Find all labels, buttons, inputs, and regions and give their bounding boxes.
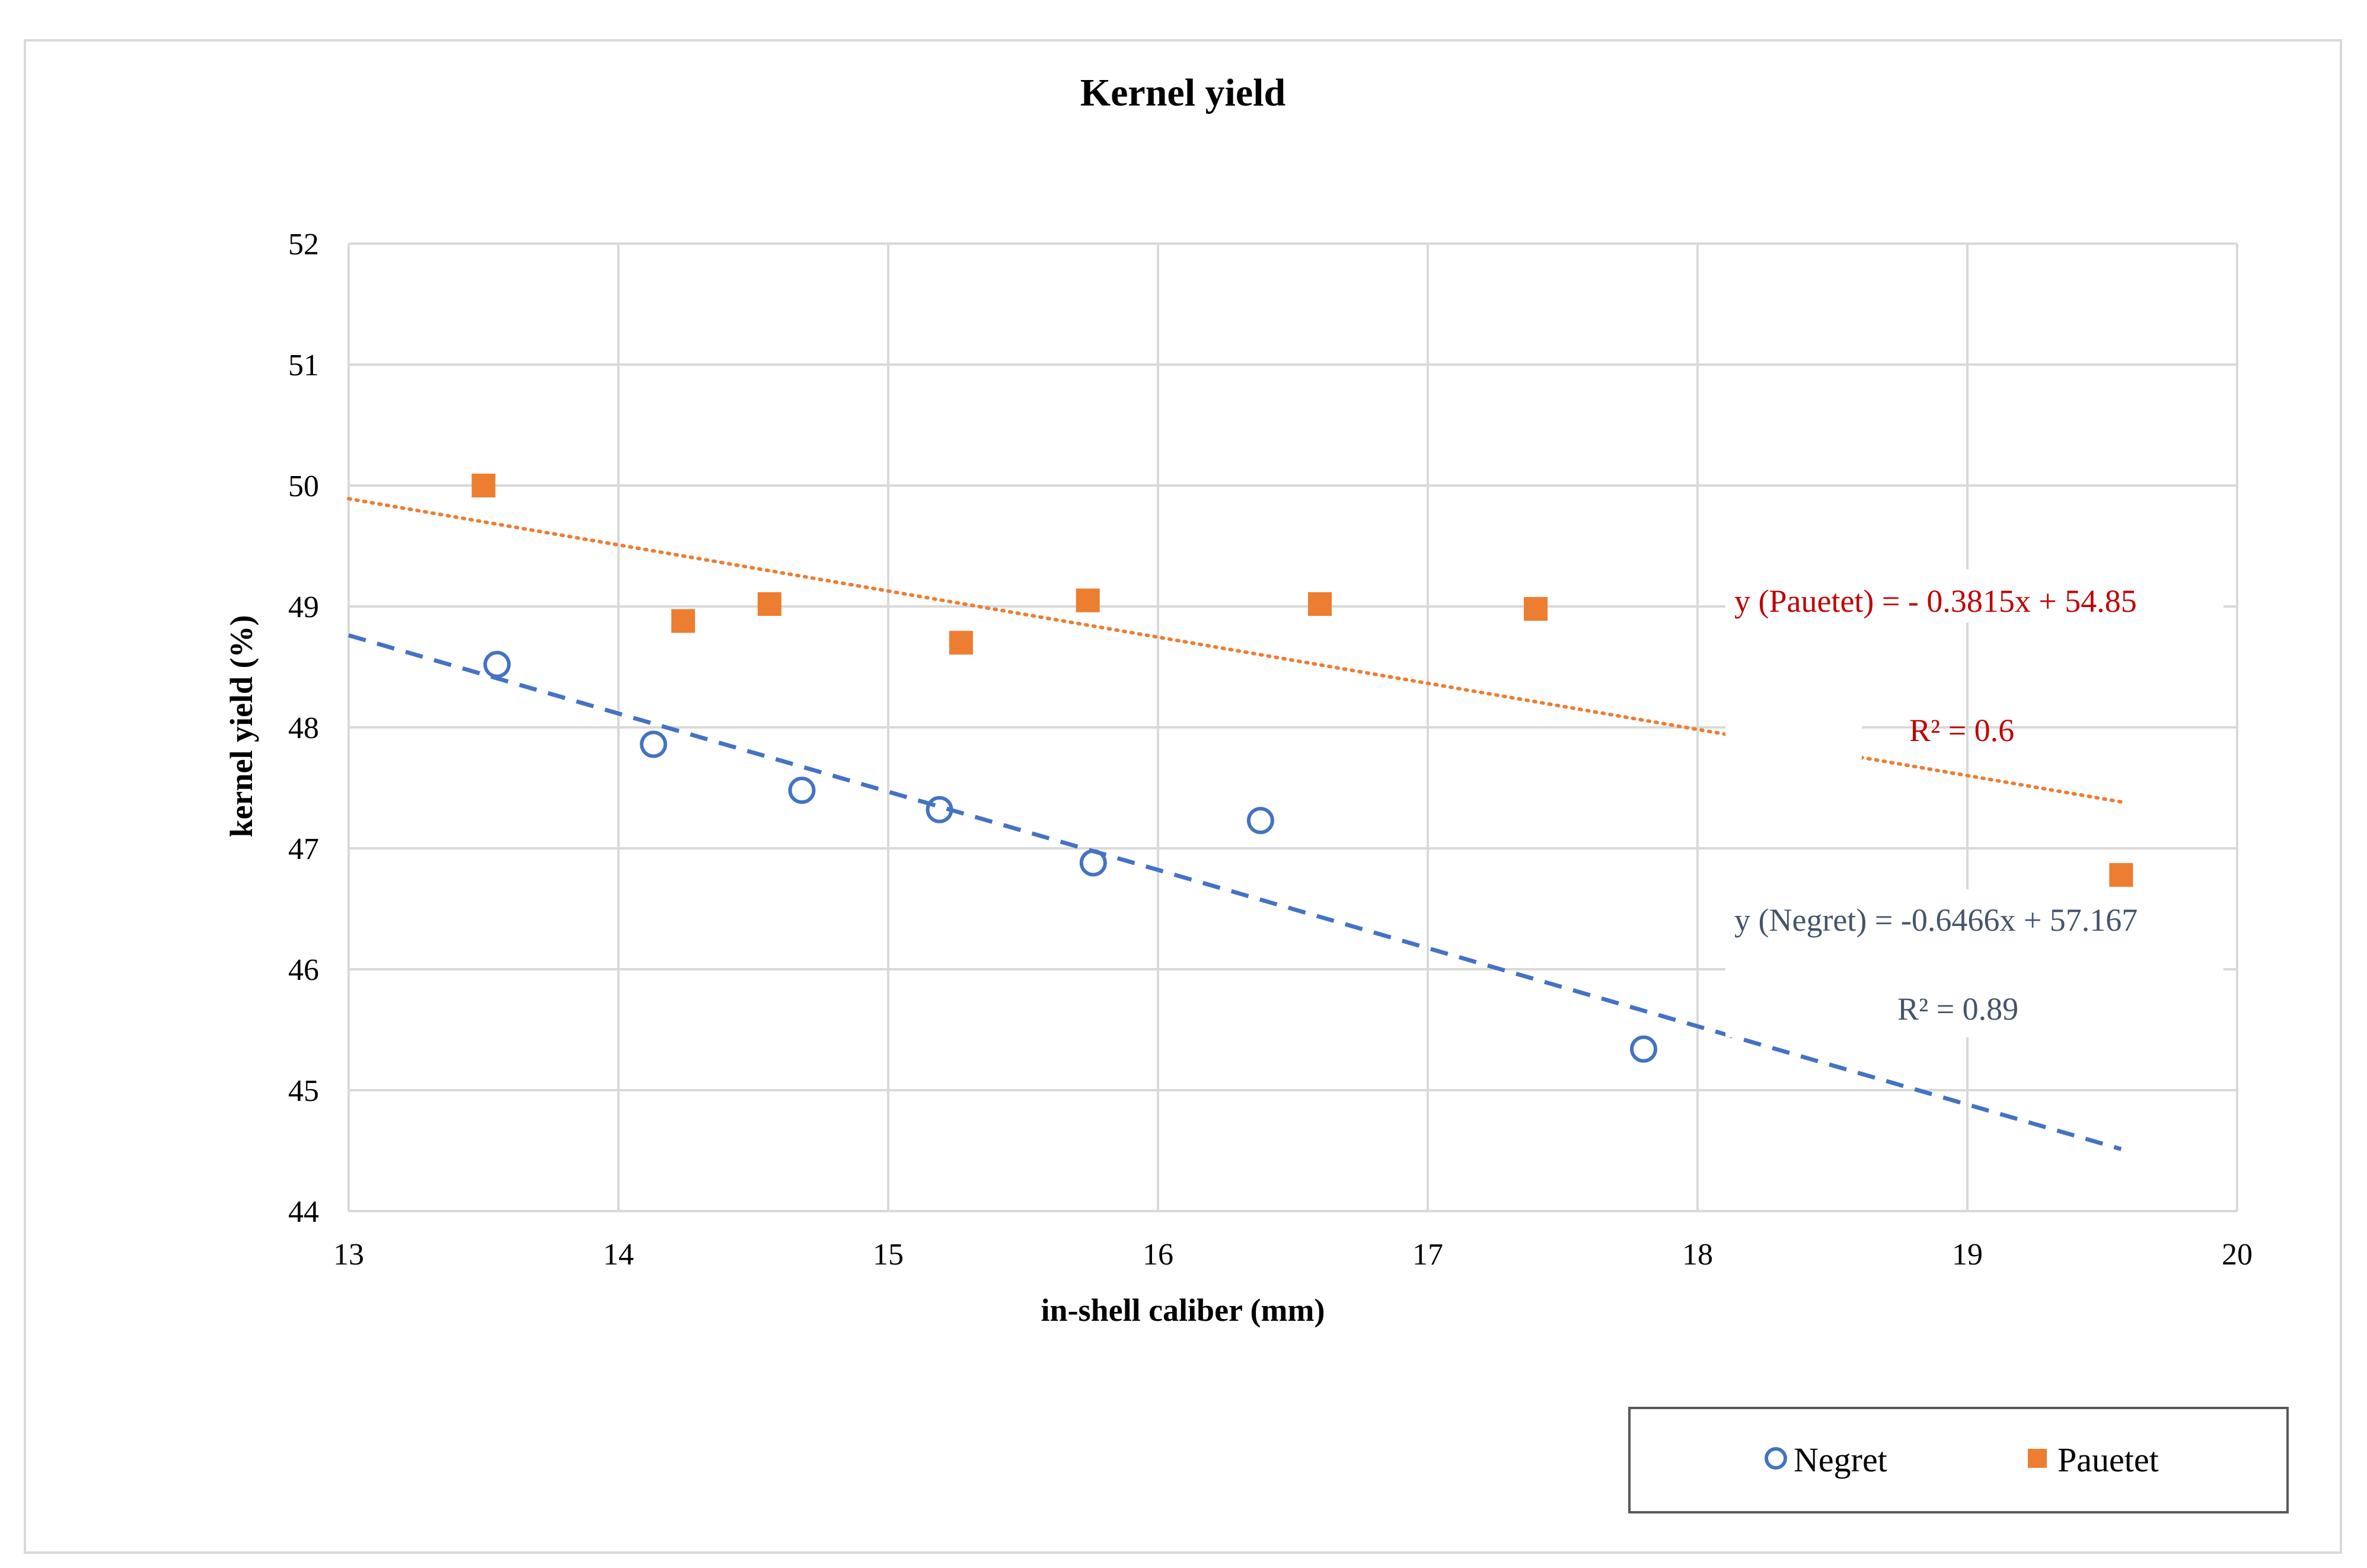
y-axis-title: kernel yield (%) — [224, 615, 259, 838]
negret-r2-annotation: R² = 0.89 — [1897, 991, 2018, 1027]
x-tick-label-18: 18 — [1682, 1238, 1713, 1272]
x-tick-label-20: 20 — [2222, 1238, 2253, 1272]
y-tick-label-47: 47 — [288, 832, 319, 866]
pauetet-equation-background — [1725, 569, 2224, 622]
legend: Negret Pauetet — [1628, 1407, 2289, 1513]
y-tick-label-48: 48 — [288, 711, 319, 745]
pauetet-r2-background — [1725, 705, 1862, 759]
pauetet-equation-annotation: y (Pauetet) = - 0.3815x + 54.85 — [1734, 583, 2137, 619]
legend-pauetet-marker — [2028, 1449, 2047, 1468]
legend-box — [1628, 1407, 2289, 1513]
y-tick-label-45: 45 — [288, 1074, 319, 1108]
pauetet-point-3 — [757, 592, 781, 616]
x-tick-label-17: 17 — [1412, 1238, 1443, 1272]
pauetet-point-6 — [1308, 592, 1332, 616]
negret-equation-background — [1725, 889, 2224, 1037]
pauetet-point-2 — [671, 609, 696, 633]
x-axis-title: in-shell caliber (mm) — [1041, 1292, 1325, 1328]
negret-point-7 — [1630, 1035, 1657, 1063]
pauetet-point-8 — [2109, 863, 2133, 887]
x-tick-label-14: 14 — [603, 1238, 634, 1272]
negret-equation-annotation: y (Negret) = -0.6466x + 57.167 — [1734, 902, 2138, 938]
negret-point-3 — [788, 777, 816, 804]
pauetet-point-5 — [1076, 588, 1100, 612]
y-tick-label-51: 51 — [288, 349, 319, 382]
data-point-layer — [471, 474, 2133, 1063]
y-tick-label-46: 46 — [288, 953, 319, 987]
tick-label-layer: 13 14 15 16 17 18 19 20 44 45 46 47 48 49 50 51 52 — [288, 228, 2253, 1272]
x-tick-label-15: 15 — [873, 1238, 904, 1272]
negret-point-2 — [640, 730, 668, 758]
legend-negret-label: Negret — [1794, 1441, 1887, 1479]
negret-point-1 — [483, 650, 511, 678]
y-tick-label-52: 52 — [288, 228, 319, 261]
pauetet-point-7 — [1524, 597, 1548, 621]
y-tick-label-50: 50 — [288, 470, 319, 503]
pauetet-point-4 — [949, 631, 973, 655]
x-tick-label-19: 19 — [1952, 1238, 1983, 1272]
negret-point-5 — [1079, 849, 1107, 877]
y-tick-label-44: 44 — [288, 1195, 319, 1229]
legend-pauetet-label: Pauetet — [2057, 1441, 2159, 1479]
chart-title: Kernel yield — [1080, 71, 1285, 114]
negret-point-4 — [926, 796, 953, 823]
y-tick-label-49: 49 — [288, 590, 319, 624]
x-tick-label-13: 13 — [333, 1238, 364, 1272]
pauetet-r2-annotation: R² = 0.6 — [1909, 713, 2014, 748]
negret-trendline — [348, 633, 2122, 1151]
x-tick-label-16: 16 — [1143, 1238, 1173, 1272]
pauetet-point-1 — [471, 474, 496, 497]
chart-frame — [24, 39, 2342, 1554]
legend-negret-marker — [1765, 1447, 1787, 1470]
negret-point-6 — [1246, 807, 1274, 835]
